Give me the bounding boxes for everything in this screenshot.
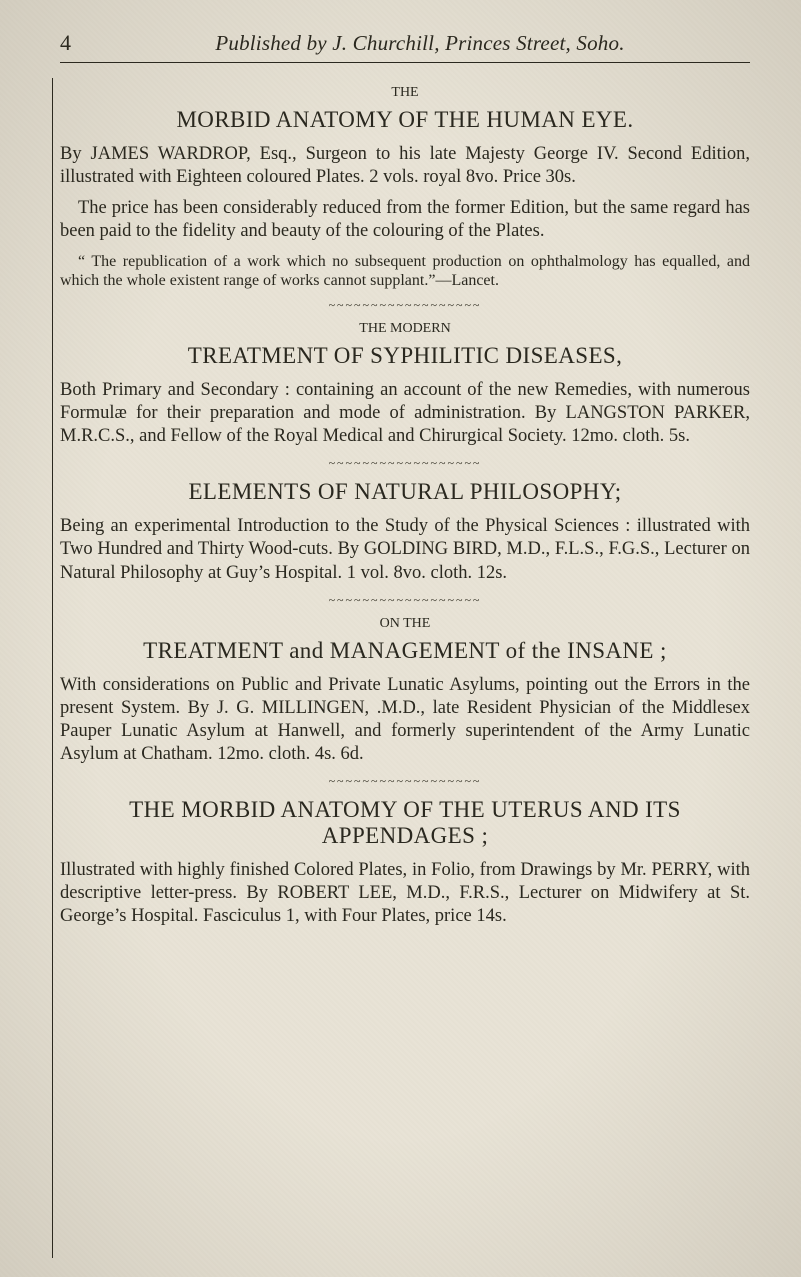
article-label: THE	[60, 85, 750, 101]
page-number: 4	[60, 30, 90, 56]
article-headline: MORBID ANATOMY OF THE HUMAN EYE.	[60, 107, 750, 133]
article-headline: TREATMENT OF SYPHILITIC DISEASES,	[60, 343, 750, 369]
page-content: 4 Published by J. Churchill, Princes Str…	[60, 30, 750, 937]
separator-ornament: ~~~~~~~~~~~~~~~~~~	[60, 298, 750, 313]
article-headline: THE MORBID ANATOMY OF THE UTERUS AND ITS…	[60, 797, 750, 849]
article-label: ON THE	[60, 616, 750, 632]
article-headline: TREATMENT and MANAGEMENT of the INSANE ;	[60, 638, 750, 664]
separator-ornament: ~~~~~~~~~~~~~~~~~~	[60, 456, 750, 471]
article-paragraph: The price has been considerably reduced …	[60, 197, 750, 243]
article-headline: ELEMENTS OF NATURAL PHILOSOPHY;	[60, 479, 750, 505]
article-quote: “ The republication of a work which no s…	[60, 252, 750, 290]
article-label: THE MODERN	[60, 321, 750, 337]
article-paragraph: Both Primary and Secondary : containing …	[60, 379, 750, 448]
article-paragraph: With considerations on Public and Privat…	[60, 674, 750, 767]
head-rule	[60, 62, 750, 63]
article-paragraph: By JAMES WARDROP, Esq., Surgeon to his l…	[60, 143, 750, 189]
article-paragraph: Illustrated with highly finished Colored…	[60, 859, 750, 928]
separator-ornament: ~~~~~~~~~~~~~~~~~~	[60, 774, 750, 789]
running-title: Published by J. Churchill, Princes Stree…	[90, 31, 750, 56]
running-head: 4 Published by J. Churchill, Princes Str…	[60, 30, 750, 56]
left-margin-rule	[52, 78, 53, 1258]
separator-ornament: ~~~~~~~~~~~~~~~~~~	[60, 593, 750, 608]
article-paragraph: Being an experimental Introduction to th…	[60, 515, 750, 584]
